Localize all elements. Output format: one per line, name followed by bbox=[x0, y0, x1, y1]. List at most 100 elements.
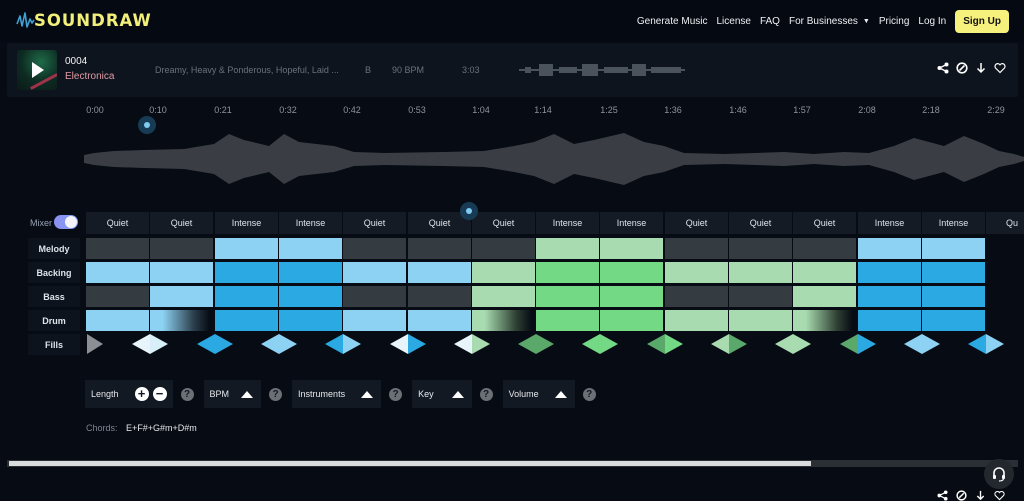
play-icon[interactable] bbox=[32, 62, 44, 78]
mixer-cell-bass[interactable] bbox=[215, 286, 278, 307]
mixer-cell-melody[interactable] bbox=[665, 238, 728, 259]
signup-button[interactable]: Sign Up bbox=[955, 10, 1009, 33]
mixer-cell-melody[interactable] bbox=[279, 238, 342, 259]
mixer-cell-melody[interactable] bbox=[472, 238, 535, 259]
section-intensity-header[interactable]: Quiet bbox=[408, 212, 471, 234]
mixer-cell-melody[interactable] bbox=[729, 238, 792, 259]
instruments-help-icon[interactable]: ? bbox=[389, 387, 403, 401]
brand-logo[interactable]: SOUNDRAW bbox=[16, 10, 152, 30]
fill-right-triangle-icon[interactable] bbox=[215, 334, 233, 354]
nav-license[interactable]: License bbox=[716, 16, 751, 27]
fill-right-triangle-icon[interactable] bbox=[343, 334, 361, 354]
fill-left-triangle-icon[interactable] bbox=[390, 334, 408, 354]
fill-right-triangle-icon[interactable] bbox=[600, 334, 618, 354]
mixer-cell-drum[interactable] bbox=[858, 310, 921, 331]
mixer-cell-backing[interactable] bbox=[408, 262, 471, 283]
mixer-cell-drum[interactable] bbox=[215, 310, 278, 331]
start-marker-handle[interactable] bbox=[138, 116, 156, 134]
mixer-cell-bass[interactable] bbox=[922, 286, 985, 307]
section-intensity-header[interactable]: Quiet bbox=[86, 212, 149, 234]
mixer-cell-drum[interactable] bbox=[600, 310, 663, 331]
mixer-cell-backing[interactable] bbox=[922, 262, 985, 283]
fill-right-triangle-icon[interactable] bbox=[665, 334, 683, 354]
section-intensity-header[interactable]: Intense bbox=[215, 212, 278, 234]
mixer-cell-drum[interactable] bbox=[922, 310, 985, 331]
section-intensity-header[interactable]: Quiet bbox=[729, 212, 792, 234]
fill-left-triangle-icon[interactable] bbox=[325, 334, 343, 354]
mixer-cell-drum[interactable] bbox=[279, 310, 342, 331]
fill-left-triangle-icon[interactable] bbox=[197, 334, 215, 354]
section-intensity-header[interactable]: Intense bbox=[600, 212, 663, 234]
section-intensity-header[interactable]: Intense bbox=[279, 212, 342, 234]
mixer-cell-backing[interactable] bbox=[472, 262, 535, 283]
mixer-toggle[interactable] bbox=[54, 215, 78, 229]
section-intensity-header[interactable]: Quiet bbox=[665, 212, 728, 234]
fill-right-triangle-icon[interactable] bbox=[793, 334, 811, 354]
mixer-cell-drum[interactable] bbox=[793, 310, 856, 331]
mixer-cell-backing[interactable] bbox=[665, 262, 728, 283]
fill-right-triangle-icon[interactable] bbox=[279, 334, 297, 354]
fill-right-triangle-icon[interactable] bbox=[729, 334, 747, 354]
fill-left-triangle-icon[interactable] bbox=[261, 334, 279, 354]
mixer-cell-melody[interactable] bbox=[858, 238, 921, 259]
fill-left-triangle-icon[interactable] bbox=[775, 334, 793, 354]
heart-icon[interactable] bbox=[993, 488, 1006, 501]
mixer-cell-drum[interactable] bbox=[408, 310, 471, 331]
fill-right-triangle-icon[interactable] bbox=[472, 334, 490, 354]
nav-faq[interactable]: FAQ bbox=[759, 16, 780, 27]
volume-dropdown[interactable]: Volume bbox=[502, 380, 575, 408]
volume-help-icon[interactable]: ? bbox=[582, 387, 596, 401]
length-minus-button[interactable]: − bbox=[152, 387, 167, 401]
fill-right-triangle-icon[interactable] bbox=[408, 334, 426, 354]
share-icon[interactable] bbox=[936, 488, 949, 501]
mixer-cell-backing[interactable] bbox=[279, 262, 342, 283]
download-icon[interactable] bbox=[974, 61, 987, 75]
fill-right-triangle-icon[interactable] bbox=[922, 334, 940, 354]
mixer-cell-bass[interactable] bbox=[472, 286, 535, 307]
download-icon[interactable] bbox=[974, 488, 987, 501]
section-intensity-header[interactable]: Intense bbox=[922, 212, 985, 234]
track-cover[interactable] bbox=[17, 50, 57, 90]
key-dropdown[interactable]: Key bbox=[412, 380, 472, 408]
section-intensity-header[interactable]: Intense bbox=[536, 212, 599, 234]
mixer-cell-backing[interactable] bbox=[86, 262, 149, 283]
mixer-cell-bass[interactable] bbox=[408, 286, 471, 307]
share-icon[interactable] bbox=[936, 61, 949, 75]
timeline[interactable]: 0:00 0:10 0:21 0:32 0:42 0:53 1:04 1:14 … bbox=[0, 105, 1024, 119]
mixer-cell-bass[interactable] bbox=[858, 286, 921, 307]
fill-left-triangle-icon[interactable] bbox=[904, 334, 922, 354]
mixer-cell-drum[interactable] bbox=[472, 310, 535, 331]
mixer-cell-backing[interactable] bbox=[536, 262, 599, 283]
mixer-cell-drum[interactable] bbox=[729, 310, 792, 331]
instruments-dropdown[interactable]: Instruments bbox=[292, 380, 382, 408]
bpm-help-icon[interactable]: ? bbox=[269, 387, 283, 401]
fill-left-triangle-icon[interactable] bbox=[518, 334, 536, 354]
support-headset-button[interactable] bbox=[984, 459, 1014, 489]
mixer-cell-backing[interactable] bbox=[150, 262, 213, 283]
mixer-cell-drum[interactable] bbox=[536, 310, 599, 331]
mixer-cell-drum[interactable] bbox=[150, 310, 213, 331]
mixer-cell-melody[interactable] bbox=[536, 238, 599, 259]
section-intensity-header[interactable]: Quiet bbox=[343, 212, 406, 234]
fill-left-triangle-icon[interactable] bbox=[840, 334, 858, 354]
mixer-cell-bass[interactable] bbox=[279, 286, 342, 307]
link-icon[interactable] bbox=[955, 488, 968, 501]
fill-left-triangle-icon[interactable] bbox=[711, 334, 729, 354]
fill-right-triangle-icon[interactable] bbox=[858, 334, 876, 354]
nav-generate-music[interactable]: Generate Music bbox=[636, 16, 708, 27]
mixer-cell-melody[interactable] bbox=[922, 238, 985, 259]
fill-left-triangle-icon[interactable] bbox=[582, 334, 600, 354]
mixer-cell-bass[interactable] bbox=[600, 286, 663, 307]
mixer-cell-backing[interactable] bbox=[729, 262, 792, 283]
mixer-cell-melody[interactable] bbox=[215, 238, 278, 259]
mixer-cell-melody[interactable] bbox=[150, 238, 213, 259]
song-waveform[interactable] bbox=[84, 124, 1024, 194]
mixer-cell-bass[interactable] bbox=[793, 286, 856, 307]
mixer-cell-bass[interactable] bbox=[536, 286, 599, 307]
mixer-cell-backing[interactable] bbox=[343, 262, 406, 283]
mixer-cell-drum[interactable] bbox=[343, 310, 406, 331]
section-intensity-header[interactable]: Qu bbox=[986, 212, 1024, 234]
mixer-cell-bass[interactable] bbox=[729, 286, 792, 307]
length-plus-button[interactable]: + bbox=[134, 387, 149, 401]
mixer-cell-melody[interactable] bbox=[793, 238, 856, 259]
